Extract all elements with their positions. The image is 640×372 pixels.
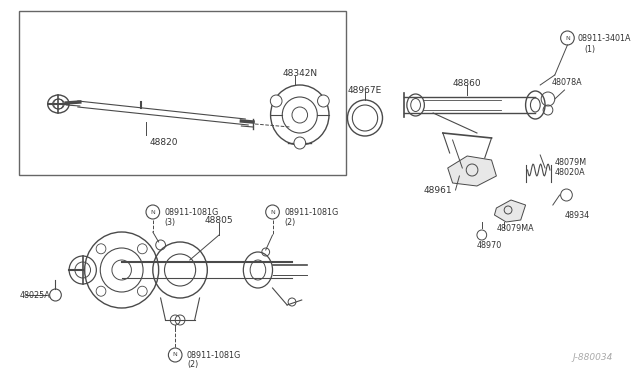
- Text: 48342N: 48342N: [282, 68, 317, 77]
- Text: 08911-1081G: 08911-1081G: [284, 208, 339, 217]
- Text: N: N: [565, 35, 570, 41]
- Text: 48079MA: 48079MA: [497, 224, 534, 232]
- Text: 48970: 48970: [477, 241, 502, 250]
- Text: N: N: [270, 209, 275, 215]
- Text: N: N: [173, 353, 177, 357]
- Text: N: N: [150, 209, 155, 215]
- Text: J-880034: J-880034: [573, 353, 613, 362]
- Polygon shape: [495, 200, 525, 222]
- Text: 48961: 48961: [424, 186, 452, 195]
- Text: 48860: 48860: [453, 78, 481, 87]
- Text: 48079M: 48079M: [555, 157, 587, 167]
- Text: 48025A: 48025A: [19, 291, 50, 299]
- Text: 48078A: 48078A: [552, 77, 582, 87]
- Bar: [19, 11, 346, 175]
- Text: 48020A: 48020A: [555, 167, 586, 176]
- Text: (2): (2): [284, 218, 296, 227]
- Text: 48820: 48820: [149, 138, 178, 147]
- Circle shape: [270, 95, 282, 107]
- Text: 08911-3401A: 08911-3401A: [577, 33, 630, 42]
- Text: (2): (2): [187, 360, 198, 369]
- Text: 48805: 48805: [205, 215, 234, 224]
- Text: (3): (3): [164, 218, 175, 227]
- Circle shape: [317, 95, 329, 107]
- Text: (1): (1): [584, 45, 595, 54]
- Text: 08911-1081G: 08911-1081G: [187, 350, 241, 359]
- Text: 48967E: 48967E: [348, 86, 382, 94]
- Polygon shape: [448, 156, 497, 186]
- Text: 48934: 48934: [564, 211, 589, 219]
- Circle shape: [294, 137, 306, 149]
- Text: 08911-1081G: 08911-1081G: [164, 208, 219, 217]
